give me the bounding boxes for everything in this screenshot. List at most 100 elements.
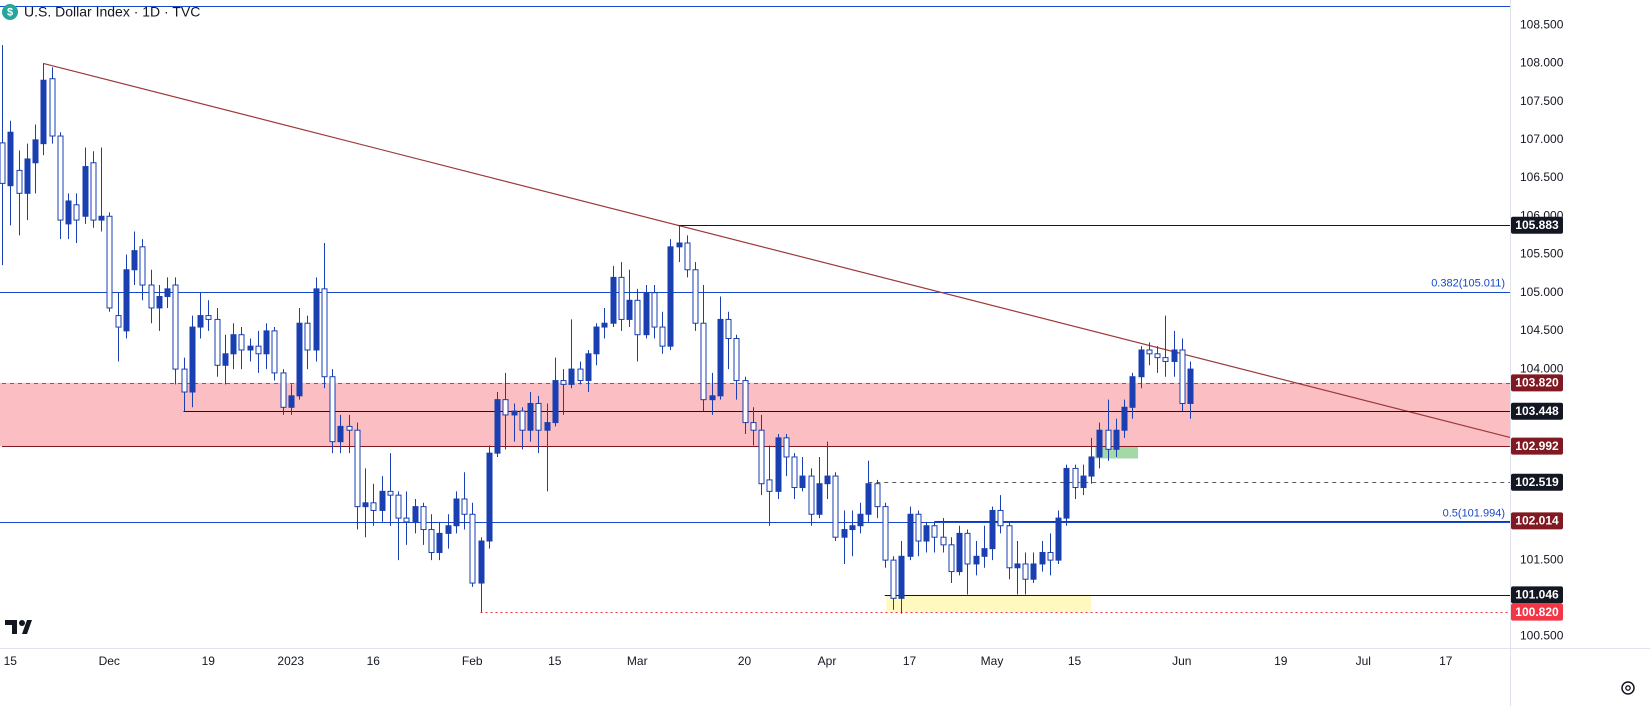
candle-body — [24, 158, 31, 194]
candle-body — [585, 353, 592, 382]
candle-body — [16, 169, 23, 194]
candle-body — [799, 475, 806, 489]
x-tick-label: 15 — [4, 654, 18, 668]
candle-body — [511, 410, 518, 416]
fib-label: 0.382(105.011) — [1431, 277, 1505, 289]
candle-body — [181, 368, 188, 393]
chart-title: U.S. Dollar Index · 1D · TVC — [24, 4, 200, 20]
candle-body — [461, 498, 468, 515]
candle-body — [923, 525, 930, 542]
candle-body — [1072, 467, 1079, 489]
y-tick-label: 108.000 — [1520, 56, 1564, 70]
candle-body — [65, 200, 72, 225]
y-tick-label: 107.500 — [1520, 94, 1564, 108]
candle-body — [882, 506, 889, 561]
x-tick-label: May — [981, 654, 1004, 668]
candle-body — [865, 483, 872, 515]
candle-body — [733, 338, 740, 382]
candle-body — [73, 204, 80, 221]
candle-body — [1096, 429, 1103, 458]
price-tag — [1511, 374, 1563, 392]
candle-body — [148, 284, 155, 309]
price-tag-label: 100.820 — [1515, 605, 1559, 619]
x-tick-label: Jun — [1172, 654, 1191, 668]
candle-body — [1047, 551, 1054, 561]
candle-body — [527, 402, 534, 431]
candle-body — [82, 166, 89, 217]
candle-body — [948, 544, 955, 573]
y-tick-label: 105.000 — [1520, 285, 1564, 299]
candle-body — [1129, 376, 1136, 408]
price-tag-label: 103.820 — [1515, 376, 1559, 390]
x-tick-label: 17 — [1439, 654, 1453, 668]
candle-body — [387, 490, 394, 496]
candle-body — [98, 215, 105, 221]
candle-body — [709, 395, 716, 401]
candle-body — [428, 529, 435, 553]
lines: 0.382(105.011) 0.5(101.994) — [0, 6, 1511, 613]
candle-body — [255, 345, 262, 355]
candle-body — [1146, 349, 1153, 355]
candle-body — [676, 242, 683, 248]
price-tag — [1511, 437, 1563, 455]
settings-gear[interactable] — [1621, 681, 1635, 695]
candle-body — [717, 318, 724, 397]
candle-body — [494, 399, 501, 454]
price-tag — [1511, 586, 1563, 604]
candle-body — [890, 559, 897, 599]
candle-body — [659, 326, 666, 347]
candle-body — [304, 322, 311, 351]
x-tick-label: 19 — [1274, 654, 1288, 668]
candle-body — [1063, 467, 1070, 519]
x-tick-label: 16 — [367, 654, 381, 668]
candle-body — [1055, 517, 1062, 561]
candle-body — [469, 513, 476, 584]
zones — [0, 382, 1510, 613]
candle-body — [436, 532, 443, 553]
candle-body — [824, 475, 831, 485]
candle-body — [131, 250, 138, 271]
candle-body — [247, 345, 254, 351]
candle-body — [420, 506, 427, 531]
candle-body — [560, 380, 567, 385]
candle-body — [1113, 429, 1120, 450]
candle-body — [395, 494, 402, 519]
price-tag-label: 105.883 — [1515, 218, 1559, 232]
candle-body — [1179, 349, 1186, 404]
candle-body — [370, 502, 377, 511]
y-tick-label: 107.000 — [1520, 132, 1564, 146]
candle-body — [618, 276, 625, 320]
candle-body — [783, 437, 790, 458]
candle-body — [337, 425, 344, 443]
candle-body — [486, 452, 493, 542]
candle-body — [197, 315, 204, 328]
candle-body — [634, 299, 641, 336]
candle-body — [1171, 349, 1178, 362]
x-tick-label: 19 — [202, 654, 216, 668]
candle-body — [940, 536, 947, 546]
candle-body — [791, 456, 798, 489]
candle-body — [106, 215, 113, 309]
price-tag — [1511, 603, 1563, 621]
candle-body — [346, 425, 353, 431]
price-tag — [1511, 402, 1563, 420]
candle-body — [139, 246, 146, 286]
candle-body — [643, 292, 650, 336]
candle-body — [816, 483, 823, 515]
trendline — [43, 62, 1511, 439]
candle-body — [403, 517, 410, 523]
candle-body — [189, 326, 196, 393]
y-tick-label: 104.500 — [1520, 323, 1564, 337]
candle-body — [502, 399, 509, 416]
y-tick-label: 104.000 — [1520, 361, 1564, 375]
candles — [0, 45, 1194, 614]
candle-body — [808, 475, 815, 515]
candle-body — [568, 368, 575, 385]
candle-body — [412, 506, 419, 523]
candle-body — [115, 315, 122, 328]
candle-body — [626, 299, 633, 320]
candle-body — [230, 334, 237, 355]
